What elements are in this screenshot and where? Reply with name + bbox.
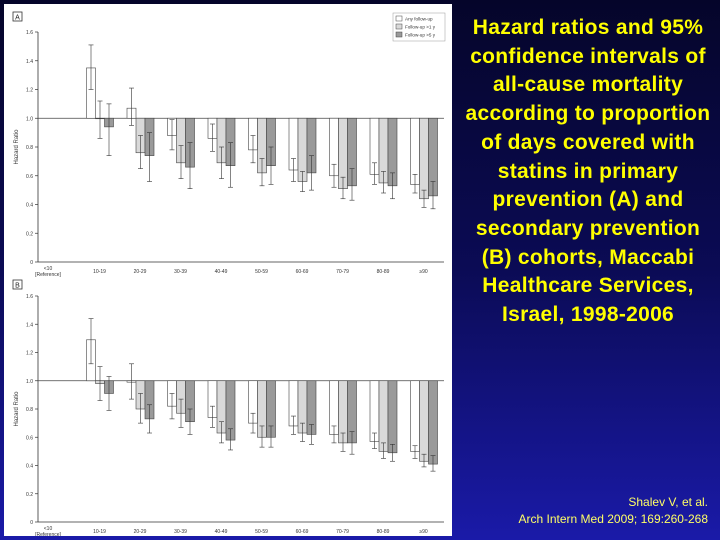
x-tick-label: [Reference] <box>35 272 61 278</box>
legend-swatch <box>395 31 403 38</box>
panel-label: A <box>15 15 20 22</box>
y-tick-label: 1.0 <box>26 116 33 122</box>
x-tick-label: 80-89 <box>377 529 390 535</box>
x-tick-label: 40-49 <box>215 269 228 275</box>
legend-label: Follow-up >1 y <box>405 25 436 30</box>
legend-swatch <box>395 15 403 22</box>
y-tick-label: 0.6 <box>26 435 33 441</box>
bar <box>369 380 380 442</box>
y-tick-label: 1.4 <box>26 322 33 328</box>
x-tick-label: 80-89 <box>377 269 390 275</box>
y-tick-label: 0.8 <box>26 145 33 151</box>
x-tick-label: ≥90 <box>419 529 428 535</box>
y-tick-label: 1.6 <box>26 30 33 36</box>
bar <box>378 380 389 452</box>
y-tick-label: 0.2 <box>26 231 33 237</box>
bar <box>387 380 398 454</box>
citation: Shalev V, et al. Arch Intern Med 2009; 1… <box>448 494 708 528</box>
legend-label: Any follow-up <box>405 17 433 22</box>
y-tick-label: 1.0 <box>26 379 33 385</box>
y-tick-label: 1.6 <box>26 294 33 300</box>
citation-journal: Arch Intern Med 2009; 169:260-268 <box>518 512 708 526</box>
x-tick-label: <10 <box>44 526 53 532</box>
y-tick-label: 0.8 <box>26 407 33 413</box>
panel-label-box <box>12 11 23 22</box>
panel-label: B <box>15 283 20 290</box>
bar <box>419 380 429 462</box>
panel-label-box <box>12 279 23 290</box>
bar <box>410 380 420 452</box>
y-axis-label: Hazard Ratio <box>14 391 20 427</box>
x-tick-label: <10 <box>44 266 53 272</box>
y-tick-label: 1.4 <box>26 59 33 65</box>
x-tick-label: 70-79 <box>336 269 349 275</box>
x-tick-label: 30-39 <box>174 529 187 535</box>
y-tick-label: 0.2 <box>26 492 33 498</box>
x-tick-label: ≥90 <box>419 269 428 275</box>
legend-label: Follow-up >5 y <box>405 33 436 38</box>
figure-panel: A 0 0.2 0.4 0.6 0.8 1.0 1.2 1.4 1.6 Hazard Ratio <1… <box>4 4 452 536</box>
bar <box>428 380 438 465</box>
hazard-ratio-figure: A 0 0.2 0.4 0.6 0.8 1.0 1.2 1.4 1.6 Hazard Ratio <1… <box>12 11 446 536</box>
x-tick-label: 20-29 <box>134 529 147 535</box>
legend-swatch <box>395 23 403 30</box>
bar <box>419 117 429 200</box>
y-tick-label: 0.6 <box>26 174 33 180</box>
x-tick-label: 60-69 <box>296 269 309 275</box>
citation-author: Shalev V, et al. <box>628 495 708 509</box>
x-tick-label: 70-79 <box>336 529 349 535</box>
y-tick-label: 0 <box>30 520 33 526</box>
y-tick-label: 1.2 <box>26 351 33 357</box>
x-tick-label: 40-49 <box>215 529 228 535</box>
x-tick-label: 20-29 <box>134 269 147 275</box>
x-tick-label: 10-19 <box>93 529 106 535</box>
y-tick-label: 0.4 <box>26 203 33 209</box>
x-tick-label: 50-59 <box>255 269 268 275</box>
x-tick-label: [Reference] <box>35 532 61 536</box>
slide-title: Hazard ratios and 95% confidence interva… <box>465 16 711 327</box>
y-tick-label: 0.4 <box>26 464 33 470</box>
x-tick-label: 60-69 <box>296 529 309 535</box>
x-tick-label: 10-19 <box>93 269 106 275</box>
y-axis-label: Hazard Ratio <box>14 129 20 165</box>
y-tick-label: 0 <box>30 260 33 266</box>
x-tick-label: 50-59 <box>255 529 268 535</box>
y-tick-label: 1.2 <box>26 88 33 94</box>
x-tick-label: 30-39 <box>174 269 187 275</box>
